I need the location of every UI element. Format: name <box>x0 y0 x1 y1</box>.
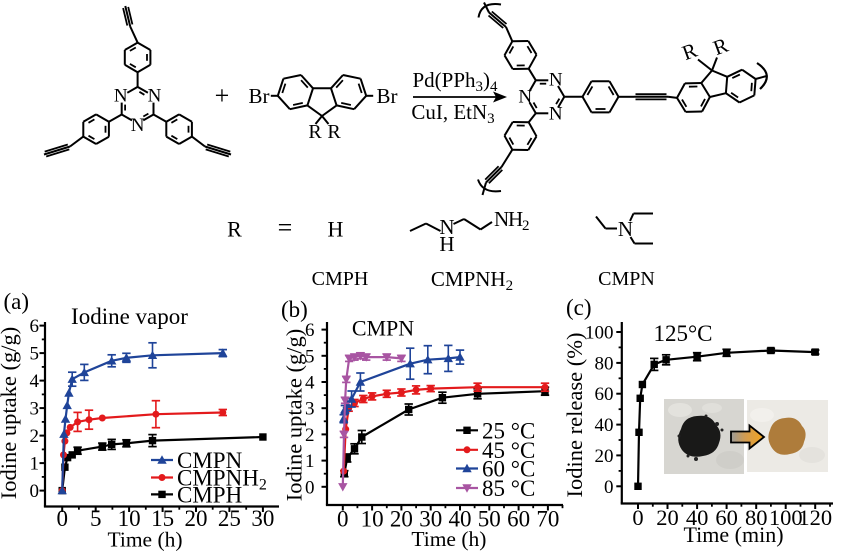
svg-text:N: N <box>549 69 563 90</box>
svg-text:20: 20 <box>185 506 208 531</box>
svg-text:3: 3 <box>30 399 40 420</box>
svg-text:N: N <box>549 103 563 124</box>
svg-text:(a): (a) <box>4 289 30 314</box>
svg-text:10: 10 <box>361 507 384 532</box>
svg-text:N: N <box>114 86 128 107</box>
svg-text:CMPNH2: CMPNH2 <box>431 267 513 294</box>
svg-text:30: 30 <box>251 506 274 531</box>
svg-text:H: H <box>508 207 523 231</box>
svg-text:70: 70 <box>536 507 559 532</box>
svg-text:Time (h): Time (h) <box>411 527 486 551</box>
svg-text:4: 4 <box>305 373 315 394</box>
svg-text:H: H <box>439 232 454 256</box>
svg-text:2: 2 <box>30 426 40 447</box>
svg-text:2: 2 <box>522 218 530 234</box>
svg-text:+: + <box>215 81 230 110</box>
svg-text:120: 120 <box>798 505 832 530</box>
svg-text:85 °C: 85 °C <box>482 476 535 501</box>
svg-text:CMPH: CMPH <box>177 482 242 507</box>
svg-text:CMPH: CMPH <box>312 268 369 290</box>
svg-text:20: 20 <box>656 505 679 530</box>
svg-text:100: 100 <box>585 323 614 344</box>
svg-text:0: 0 <box>56 506 68 531</box>
svg-text:Iodine uptake (g/g): Iodine uptake (g/g) <box>0 327 21 499</box>
svg-text:1: 1 <box>30 454 40 475</box>
svg-text:(b): (b) <box>281 297 308 322</box>
svg-text:0: 0 <box>632 505 643 530</box>
svg-text:R: R <box>327 121 341 143</box>
svg-text:Br: Br <box>249 84 270 108</box>
svg-text:4: 4 <box>30 371 40 392</box>
svg-text:N: N <box>494 207 509 231</box>
svg-text:60: 60 <box>507 507 530 532</box>
svg-text:N: N <box>131 115 145 136</box>
svg-text:60: 60 <box>595 384 614 405</box>
svg-text:Iodine release (%): Iodine release (%) <box>562 333 587 498</box>
svg-text:R: R <box>308 121 322 143</box>
svg-text:R: R <box>227 217 242 242</box>
svg-text:=: = <box>278 213 293 242</box>
svg-text:40: 40 <box>595 415 614 436</box>
svg-text:0: 0 <box>337 507 349 532</box>
svg-text:5: 5 <box>30 344 40 365</box>
svg-text:25: 25 <box>218 506 241 531</box>
svg-text:Time (h): Time (h) <box>107 528 182 552</box>
svg-text:Time (min): Time (min) <box>683 522 783 547</box>
svg-text:20: 20 <box>595 446 614 467</box>
svg-text:CuI, EtN3: CuI, EtN3 <box>411 100 494 127</box>
svg-text:80: 80 <box>595 353 614 374</box>
svg-text:Pd(PPh3)4: Pd(PPh3)4 <box>412 68 498 95</box>
svg-text:5: 5 <box>90 506 102 531</box>
svg-text:0: 0 <box>30 481 40 502</box>
svg-text:H: H <box>328 217 344 242</box>
svg-text:N: N <box>148 86 162 107</box>
svg-text:Iodine uptake (g/g): Iodine uptake (g/g) <box>282 329 307 501</box>
svg-text:0: 0 <box>604 477 614 498</box>
svg-text:(c): (c) <box>566 295 592 320</box>
svg-text:6: 6 <box>30 316 40 337</box>
svg-text:Iodine vapor: Iodine vapor <box>71 304 188 329</box>
svg-text:N: N <box>518 86 532 107</box>
svg-text:CMPN: CMPN <box>352 316 414 341</box>
svg-text:CMPN: CMPN <box>598 268 655 290</box>
svg-text:20: 20 <box>390 507 413 532</box>
svg-text:Br: Br <box>377 84 398 108</box>
svg-text:125°C: 125°C <box>653 321 712 346</box>
